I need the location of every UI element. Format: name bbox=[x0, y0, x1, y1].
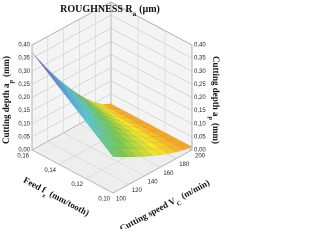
surface-patch bbox=[96, 127, 114, 140]
z-axis-title-sub: p bbox=[8, 80, 15, 84]
z-tick-label: 0,15 bbox=[18, 108, 30, 114]
z-tick-label: 0,25 bbox=[194, 82, 206, 88]
y-tick-label: 100 bbox=[116, 197, 127, 203]
y-axis-title: Cutting speed VC(m/min) bbox=[118, 177, 213, 229]
surface-patch bbox=[120, 148, 138, 158]
surface-patch bbox=[104, 146, 122, 158]
z-tick-label: 0,05 bbox=[18, 134, 30, 140]
z-axis-title-unit: (mm) bbox=[211, 123, 221, 144]
x-axis-title-unit: (mm/tooth) bbox=[48, 189, 91, 218]
y-tick-label: 180 bbox=[179, 162, 190, 168]
x-tick-label: 0,14 bbox=[44, 168, 56, 174]
chart-title: ROUGHNESS Ra (µm) bbox=[60, 4, 160, 18]
y-tick-label: 140 bbox=[148, 179, 159, 185]
surface-patch bbox=[143, 148, 161, 156]
z-axis-title-text: Cutting depth a bbox=[211, 56, 221, 117]
z-tick-label: 0,10 bbox=[194, 121, 206, 127]
surface-patch bbox=[112, 147, 130, 158]
z-tick-label: 0,10 bbox=[18, 121, 30, 127]
surface-patch bbox=[151, 141, 169, 149]
y-axis-title-unit: (m/min) bbox=[179, 177, 211, 200]
z-tick-label: 0,40 bbox=[194, 43, 206, 49]
chart: 0,00 0,00 0,05 0,05 0,10 0,10 0,15 0,15 0,20 0,20… bbox=[1, 1, 222, 229]
y-tick-label: 200 bbox=[195, 154, 206, 160]
x-tick-label: 0,12 bbox=[71, 182, 83, 188]
z-tick-label: 0,25 bbox=[18, 82, 30, 88]
grid-line bbox=[31, 45, 114, 194]
x-axis-title-sub: z bbox=[41, 192, 47, 200]
grid-line bbox=[63, 27, 145, 177]
z-tick-label: 0,30 bbox=[194, 69, 206, 75]
z-axis-title: Cutting depth ap (mm) bbox=[1, 56, 15, 144]
y-tick-label: 120 bbox=[132, 188, 143, 194]
y-axis-title-sub: C bbox=[176, 199, 184, 208]
z-axis-title-text: Cutting depth a bbox=[1, 83, 11, 144]
chart-title-text: ROUGHNESS R bbox=[60, 4, 133, 15]
surface-patch bbox=[80, 114, 98, 129]
chart-title-unit: (µm) bbox=[139, 4, 160, 15]
surface-patch bbox=[56, 83, 73, 100]
surface-patch bbox=[103, 107, 120, 114]
surface-patch bbox=[95, 109, 112, 120]
z-tick-label: 0,35 bbox=[18, 56, 30, 62]
y-axis-title-text: Cutting speed V bbox=[118, 195, 178, 229]
y-tick-label: 160 bbox=[163, 171, 174, 177]
z-tick-label: 0,20 bbox=[194, 95, 206, 101]
surface-patch bbox=[112, 127, 129, 137]
surface-patch bbox=[64, 93, 81, 110]
z-tick-label: 0,30 bbox=[18, 69, 30, 75]
surface-patch bbox=[55, 76, 72, 91]
z-tick-label: 0,00 bbox=[194, 148, 206, 154]
z-tick-label: 0,35 bbox=[194, 56, 206, 62]
x-tick-label: 0,16 bbox=[17, 154, 29, 160]
z-tick-label: 0,20 bbox=[18, 95, 30, 101]
z-axis-title: Cutting depth ap (mm) bbox=[208, 56, 222, 144]
surface-patch bbox=[63, 84, 80, 99]
x-tick-label: 0,10 bbox=[98, 197, 110, 203]
surface-patch bbox=[103, 115, 120, 126]
z-tick-label: 0,15 bbox=[194, 108, 206, 114]
z-tick-label: 0,05 bbox=[194, 134, 206, 140]
z-tick-label: 0,40 bbox=[18, 43, 30, 49]
surface-patch bbox=[119, 117, 136, 123]
z-axis-title-unit: (mm) bbox=[1, 56, 11, 77]
surface-patch bbox=[96, 135, 114, 148]
z-tick-label: 0,00 bbox=[18, 148, 30, 154]
z-axis-title-sub: p bbox=[208, 117, 215, 121]
chart-title-sub: a bbox=[133, 10, 137, 18]
surface-patch bbox=[39, 62, 57, 81]
